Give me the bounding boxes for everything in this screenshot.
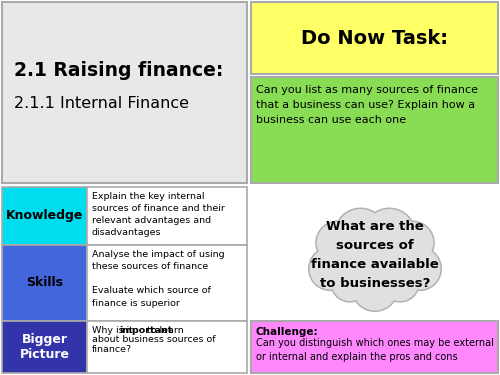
FancyBboxPatch shape [251, 321, 498, 373]
Text: Analyse the impact of using
these sources of finance

Evaluate which source of
f: Analyse the impact of using these source… [92, 250, 224, 307]
Circle shape [374, 228, 431, 286]
Circle shape [310, 249, 350, 289]
Circle shape [391, 221, 434, 264]
Circle shape [383, 266, 418, 300]
Text: Bigger
Picture: Bigger Picture [20, 333, 70, 362]
FancyBboxPatch shape [87, 245, 247, 321]
Text: Can you list as many sources of finance
that a business can use? Explain how a
b: Can you list as many sources of finance … [256, 85, 478, 124]
Circle shape [320, 230, 375, 285]
Circle shape [336, 224, 414, 302]
FancyBboxPatch shape [87, 187, 247, 245]
FancyBboxPatch shape [2, 187, 87, 245]
Circle shape [318, 223, 358, 263]
FancyBboxPatch shape [2, 245, 87, 321]
Circle shape [334, 208, 386, 260]
Circle shape [308, 247, 352, 290]
Circle shape [338, 225, 412, 300]
FancyBboxPatch shape [2, 2, 247, 183]
Circle shape [331, 264, 368, 302]
Text: Why is it: Why is it [92, 326, 136, 335]
FancyBboxPatch shape [251, 77, 498, 183]
Circle shape [398, 247, 442, 290]
Circle shape [392, 223, 432, 263]
Circle shape [354, 267, 397, 310]
Circle shape [319, 228, 376, 286]
Circle shape [336, 210, 385, 259]
FancyBboxPatch shape [87, 321, 247, 373]
Text: Can you distinguish which ones may be external
or internal and explain the pros : Can you distinguish which ones may be ex… [256, 338, 494, 362]
Circle shape [316, 221, 359, 264]
Text: 2.1 Raising finance:: 2.1 Raising finance: [14, 61, 224, 80]
FancyBboxPatch shape [2, 321, 87, 373]
Text: important: important [119, 326, 172, 335]
Text: Knowledge: Knowledge [6, 210, 83, 222]
Circle shape [400, 249, 440, 289]
Circle shape [332, 266, 367, 300]
Text: about business sources of: about business sources of [92, 336, 216, 345]
Text: finance?: finance? [92, 345, 132, 354]
Text: What are the
sources of
finance available
to businesses?: What are the sources of finance availabl… [311, 220, 439, 290]
Text: Challenge:: Challenge: [256, 327, 318, 337]
Text: Explain the key internal
sources of finance and their
relevant advantages and
di: Explain the key internal sources of fina… [92, 192, 225, 237]
Text: to learn: to learn [144, 326, 184, 335]
FancyBboxPatch shape [251, 2, 498, 74]
Circle shape [382, 264, 419, 302]
Circle shape [375, 230, 430, 285]
Text: Do Now Task:: Do Now Task: [301, 28, 448, 48]
Circle shape [364, 208, 416, 260]
Circle shape [352, 265, 398, 311]
Text: Skills: Skills [26, 276, 63, 290]
Text: 2.1.1 Internal Finance: 2.1.1 Internal Finance [14, 96, 189, 111]
Circle shape [365, 210, 414, 259]
